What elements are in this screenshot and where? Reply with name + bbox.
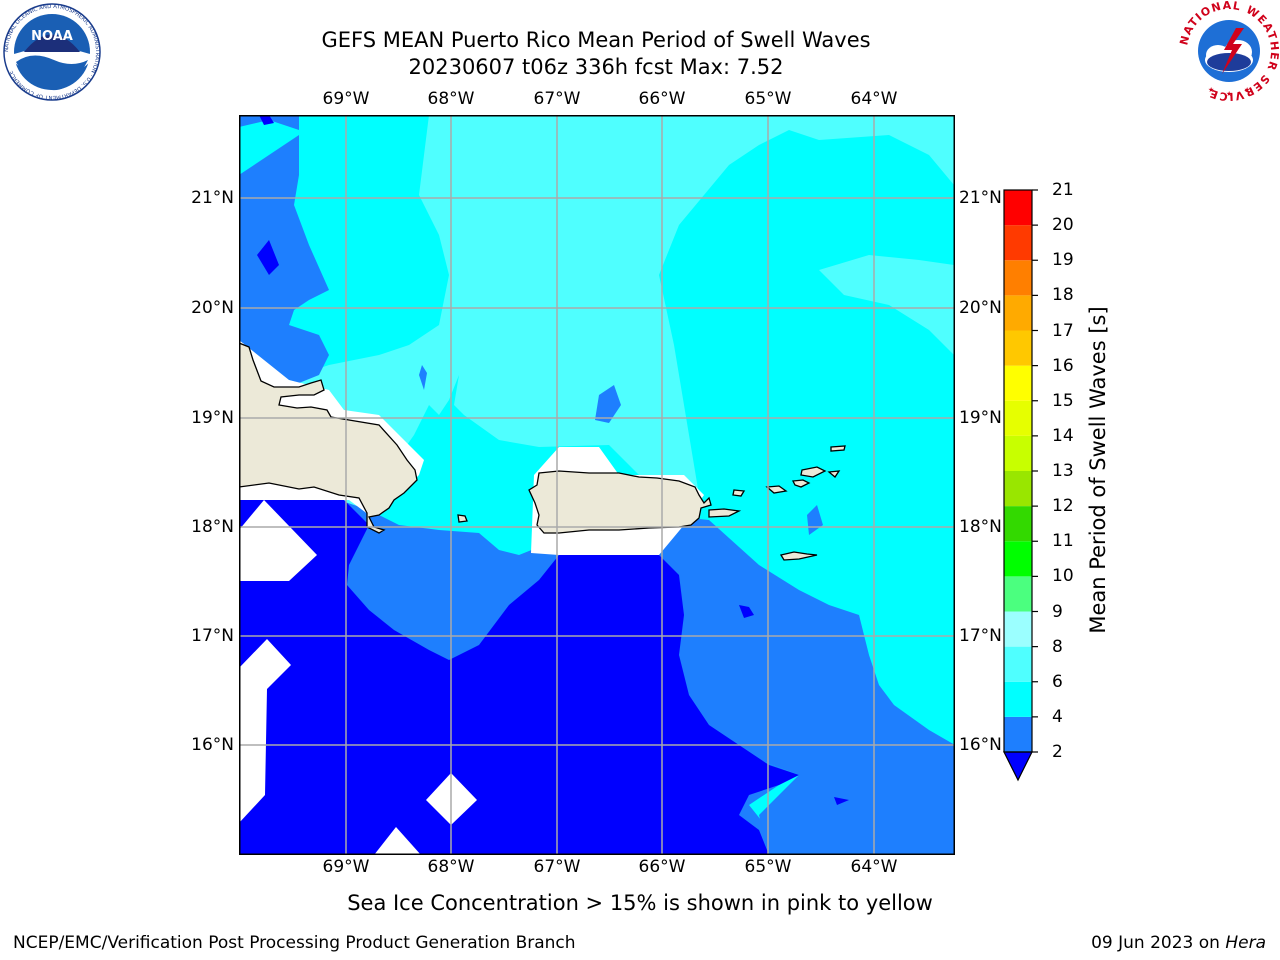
lon-tick-bottom-2: 68°W <box>427 857 475 877</box>
colorbar-segment <box>1004 576 1032 612</box>
lat-tick-left-4: 18°N <box>191 517 234 537</box>
lon-tick-top-5: 65°W <box>744 89 792 109</box>
lon-tick-bottom-5: 65°W <box>744 857 792 877</box>
land-anguilla <box>830 445 846 452</box>
landmasses <box>239 342 846 561</box>
noaa-logo: NATIONAL OCEANIC AND ATMOSPHERIC ADMINIS… <box>3 3 101 101</box>
colorbar-tick-label: 16 <box>1052 355 1074 376</box>
nws-logo: NATIONAL WEATHER SERVICE ★ ★ ★ <box>1178 0 1280 102</box>
colorbar-tick-label: 12 <box>1052 496 1074 517</box>
colorbar-tick-label: 14 <box>1052 425 1074 446</box>
colorbar-segment <box>1004 435 1032 471</box>
map-panel <box>239 115 955 855</box>
chart-subtitle: 20230607 t06z 336h fcst Max: 7.52 <box>408 55 784 79</box>
lon-tick-top-3: 67°W <box>533 89 581 109</box>
land-virgin-islands-d <box>791 479 811 488</box>
land-virgin-islands-b <box>732 489 746 497</box>
lon-tick-bottom-6: 64°W <box>850 857 898 877</box>
svg-text:★: ★ <box>1226 90 1232 98</box>
colorbar-tick-label: 8 <box>1052 636 1063 657</box>
svg-text:★: ★ <box>1244 86 1250 94</box>
swell-band-below-2 <box>239 115 849 855</box>
colorbar-segment <box>1004 716 1032 752</box>
footer-date: 09 Jun 2023 on Hera <box>1091 932 1266 954</box>
lat-tick-left-5: 17°N <box>191 626 234 646</box>
svg-text:★: ★ <box>1208 86 1214 94</box>
colorbar-tick-label: 18 <box>1052 285 1074 306</box>
land-hispaniola <box>239 342 418 534</box>
colorbar-tick-label: 13 <box>1052 461 1074 481</box>
lon-tick-top-2: 68°W <box>427 89 475 109</box>
colorbar-tick-label: 17 <box>1052 320 1074 341</box>
footer-date-text: 09 Jun 2023 on <box>1091 933 1226 953</box>
lat-tick-left-6: 16°N <box>191 735 234 755</box>
lat-tick-right-5: 17°N <box>959 626 1002 646</box>
colorbar-segment <box>1004 611 1032 647</box>
colorbar-tick-label: 20 <box>1052 215 1074 236</box>
chart-title: GEFS MEAN Puerto Rico Mean Period of Swe… <box>321 28 871 52</box>
lon-tick-bottom-4: 66°W <box>638 857 686 877</box>
lon-tick-top-6: 64°W <box>850 89 898 109</box>
colorbar-segment <box>1004 365 1032 401</box>
land-virgin-islands <box>708 508 742 518</box>
graticule <box>239 115 955 855</box>
lat-tick-right-6: 16°N <box>959 735 1002 755</box>
colorbar-segment <box>1004 400 1032 436</box>
colorbar-tick-label: 2 <box>1052 742 1063 762</box>
colorbar-tick-label: 9 <box>1052 601 1063 622</box>
colorbar-extend-min <box>1003 751 1033 782</box>
colorbar-segment <box>1004 260 1032 296</box>
lat-tick-left-3: 19°N <box>191 408 234 428</box>
colorbar-segment <box>1004 541 1032 577</box>
colorbar-segment <box>1004 295 1032 331</box>
lon-tick-top-4: 66°W <box>638 89 686 109</box>
colorbar-segment <box>1004 681 1032 717</box>
colorbar-segment <box>1004 506 1032 542</box>
land-mona-island <box>457 514 468 523</box>
colorbar-tick-label: 10 <box>1052 566 1074 587</box>
land-virgin-islands-f <box>827 470 841 478</box>
colorbar-tick-label: 19 <box>1052 250 1074 271</box>
lat-tick-right-2: 20°N <box>959 298 1002 318</box>
lon-tick-top-1: 69°W <box>322 89 370 109</box>
lat-tick-right-1: 21°N <box>959 188 1002 208</box>
land-virgin-islands-e <box>800 466 827 478</box>
noaa-logo-text: NOAA <box>31 29 73 44</box>
land-puerto-rico <box>528 470 712 534</box>
land-virgin-islands-c <box>765 485 788 494</box>
colorbar-tick-label: 4 <box>1052 706 1063 727</box>
colorbar-tick-label: 11 <box>1052 531 1074 552</box>
colorbar-segment <box>1004 330 1032 366</box>
land-st-croix <box>779 551 818 561</box>
lon-tick-bottom-1: 69°W <box>322 857 370 877</box>
colorbar-title: Mean Period of Swell Waves [s] <box>1086 306 1110 634</box>
colorbar-segment <box>1004 471 1032 507</box>
lon-tick-bottom-3: 67°W <box>533 857 581 877</box>
colorbar-tick-label: 15 <box>1052 390 1074 411</box>
lat-tick-left-1: 21°N <box>191 188 234 208</box>
colorbar-segment <box>1004 646 1032 682</box>
footer-producer: NCEP/EMC/Verification Post Processing Pr… <box>13 933 576 953</box>
colorbar-tick-label: 21 <box>1052 180 1074 200</box>
lat-tick-right-3: 19°N <box>959 408 1002 428</box>
colorbar-tick-label: 6 <box>1052 671 1063 692</box>
colorbar-segment <box>1004 225 1032 261</box>
footer-host: Hera <box>1225 933 1266 953</box>
colorbar <box>1003 189 1038 782</box>
lat-tick-right-4: 18°N <box>959 517 1002 537</box>
lat-tick-left-2: 20°N <box>191 298 234 318</box>
sea-ice-note: Sea Ice Concentration > 15% is shown in … <box>347 891 933 915</box>
colorbar-segment <box>1004 190 1032 226</box>
